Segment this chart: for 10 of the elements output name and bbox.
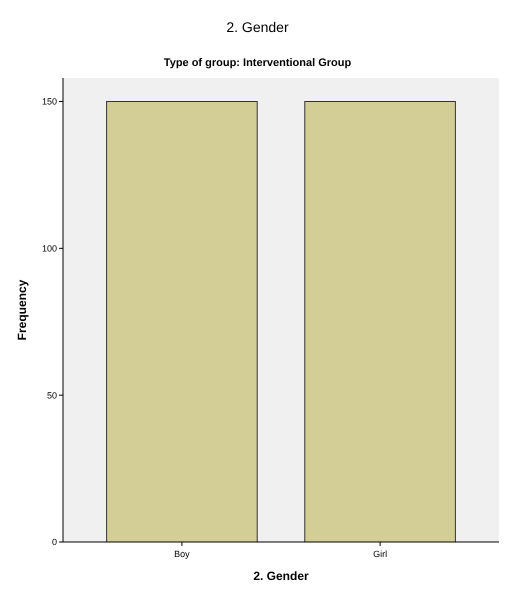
chart-title: 2. Gender [226,19,289,35]
y-axis-title: Frequency [15,279,29,340]
x-axis-title: 2. Gender [253,569,310,583]
x-tick-label: Boy [174,549,190,559]
y-tick-label: 100 [42,243,57,254]
y-tick-label: 50 [46,390,57,400]
y-tick-label: 0 [52,537,57,548]
y-tick-label: 150 [42,96,57,107]
chart-subtitle: Type of group: Interventional Group [164,57,352,69]
x-tick-label: Girl [373,549,388,559]
